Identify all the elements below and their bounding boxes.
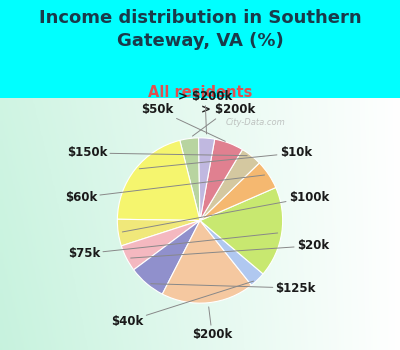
Wedge shape <box>200 149 259 220</box>
Wedge shape <box>117 219 200 246</box>
Text: $150k: $150k <box>67 146 247 160</box>
Text: $50k: $50k <box>142 103 225 141</box>
Wedge shape <box>134 220 200 294</box>
Text: > $200k: > $200k <box>178 90 232 134</box>
Wedge shape <box>180 138 200 220</box>
Wedge shape <box>200 163 276 220</box>
Wedge shape <box>200 188 283 274</box>
Text: Income distribution in Southern
Gateway, VA (%): Income distribution in Southern Gateway,… <box>39 9 361 49</box>
Wedge shape <box>162 220 252 303</box>
Text: $100k: $100k <box>122 191 329 232</box>
Text: $200k: $200k <box>192 307 232 341</box>
Wedge shape <box>117 140 200 220</box>
Text: $60k: $60k <box>65 175 264 204</box>
Text: City-Data.com: City-Data.com <box>226 118 285 127</box>
Wedge shape <box>200 220 263 285</box>
Text: All residents: All residents <box>148 85 252 100</box>
Text: $40k: $40k <box>111 281 254 328</box>
Wedge shape <box>121 220 200 270</box>
Text: > $200k: > $200k <box>192 103 255 136</box>
Text: $20k: $20k <box>131 239 329 258</box>
Wedge shape <box>200 139 242 220</box>
Wedge shape <box>198 138 215 220</box>
Text: $125k: $125k <box>151 281 316 295</box>
Text: $75k: $75k <box>68 233 278 260</box>
Text: $10k: $10k <box>139 146 312 169</box>
